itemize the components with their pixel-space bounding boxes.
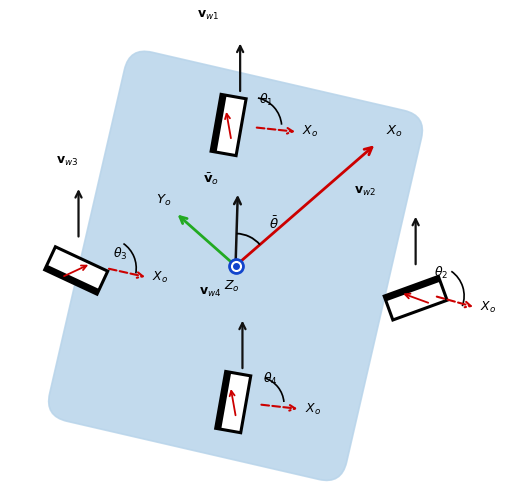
- Text: $Z_o$: $Z_o$: [224, 279, 240, 294]
- Bar: [216, 371, 231, 429]
- Text: $\theta_3$: $\theta_3$: [113, 246, 128, 263]
- Text: $\bar{\theta}$: $\bar{\theta}$: [269, 216, 279, 232]
- Text: $\mathbf{v}_{w3}$: $\mathbf{v}_{w3}$: [56, 155, 78, 168]
- Bar: [384, 276, 447, 320]
- FancyBboxPatch shape: [49, 51, 422, 480]
- Bar: [211, 94, 227, 152]
- Text: $\mathbf{v}_{w2}$: $\mathbf{v}_{w2}$: [354, 184, 376, 198]
- Bar: [45, 247, 108, 294]
- Text: $\theta_2$: $\theta_2$: [434, 265, 449, 281]
- Bar: [216, 371, 251, 433]
- Text: $X_o$: $X_o$: [305, 402, 321, 417]
- Text: $Y_o$: $Y_o$: [155, 193, 171, 208]
- Bar: [45, 265, 100, 294]
- Text: $X_o$: $X_o$: [152, 270, 169, 285]
- Text: $X_o$: $X_o$: [386, 124, 402, 139]
- Text: $\mathbf{v}_{w4}$: $\mathbf{v}_{w4}$: [199, 286, 221, 299]
- Text: $\bar{\mathbf{v}}_o$: $\bar{\mathbf{v}}_o$: [203, 172, 219, 187]
- Text: $X_o$: $X_o$: [302, 124, 319, 140]
- Text: $\mathbf{v}_{w1}$: $\mathbf{v}_{w1}$: [197, 9, 219, 22]
- Bar: [384, 276, 440, 301]
- Text: $X_o$: $X_o$: [480, 300, 496, 315]
- Bar: [211, 94, 246, 156]
- Text: $\theta_4$: $\theta_4$: [263, 371, 278, 387]
- Text: $\theta_1$: $\theta_1$: [259, 92, 273, 108]
